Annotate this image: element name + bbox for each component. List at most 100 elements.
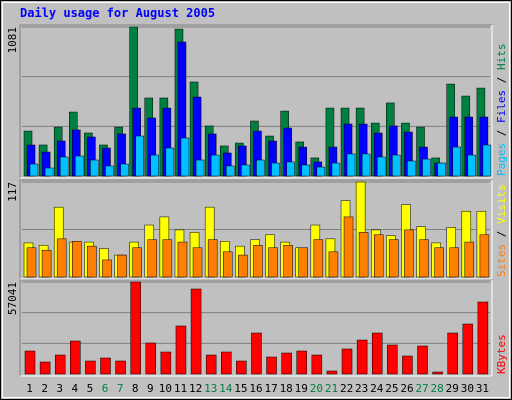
bar (26, 247, 37, 278)
x-tick-label: 13 (204, 382, 217, 395)
bar (286, 161, 295, 177)
bar (452, 146, 461, 177)
bar (238, 254, 248, 278)
bar (373, 234, 384, 278)
x-tick-label: 8 (132, 382, 139, 395)
bar (387, 344, 398, 375)
bar (150, 154, 160, 177)
bar (160, 351, 172, 375)
bar (268, 247, 278, 278)
x-tick-label: 22 (340, 382, 353, 395)
bar (346, 153, 356, 177)
x-tick-label: 9 (147, 382, 154, 395)
x-tick-label: 12 (189, 382, 202, 395)
bar (120, 163, 129, 177)
bar (326, 370, 338, 375)
legend: Sites / Visits (495, 184, 508, 277)
x-tick-label: 28 (431, 382, 444, 395)
x-tick-label: 23 (355, 382, 368, 395)
legend-entry: Pages (495, 143, 508, 176)
y-tick-label: 1081 (6, 27, 19, 54)
bar (90, 159, 99, 177)
bar (404, 229, 414, 278)
bar (298, 247, 308, 278)
bar (24, 350, 36, 375)
bar (311, 354, 323, 375)
legend-entry: Hits (495, 44, 508, 71)
bar (389, 239, 399, 278)
bar (479, 234, 490, 278)
bar (328, 251, 339, 278)
bar (256, 159, 265, 177)
bar (422, 158, 431, 177)
bar (115, 360, 126, 375)
bar (221, 351, 232, 375)
bar (192, 247, 203, 278)
bar (195, 159, 205, 177)
bar (462, 323, 474, 375)
bar (283, 245, 293, 278)
bar (210, 154, 220, 177)
bar (253, 245, 263, 278)
bar (162, 239, 173, 278)
x-tick-label: 2 (41, 382, 48, 395)
bar (241, 164, 250, 177)
bar (419, 239, 429, 278)
x-tick-label: 21 (325, 382, 338, 395)
x-tick-label: 24 (370, 382, 384, 395)
x-tick-label: 19 (295, 382, 308, 395)
bar (85, 360, 96, 375)
bar (301, 164, 310, 177)
bar (371, 332, 383, 375)
bar (477, 301, 489, 375)
bar (361, 153, 371, 177)
x-tick-label: 7 (117, 382, 124, 395)
bar (190, 288, 202, 375)
bar (236, 360, 247, 375)
bar (331, 162, 341, 177)
bar (117, 254, 127, 278)
y-tick-label: 117 (6, 182, 19, 202)
x-tick-label: 17 (264, 382, 277, 395)
bar (56, 238, 67, 278)
chart-title: Daily usage for August 2005 (20, 6, 215, 20)
bar (130, 281, 141, 375)
bar (41, 249, 52, 278)
x-tick-label: 1 (26, 382, 33, 395)
bar (437, 162, 446, 177)
bar (175, 325, 187, 375)
x-tick-label: 27 (415, 382, 428, 395)
bar (266, 356, 277, 375)
x-tick-label: 4 (72, 382, 79, 395)
legend-entry: Files (495, 90, 508, 123)
bar (313, 239, 324, 278)
bar (70, 340, 81, 375)
bar (44, 167, 54, 177)
bar (165, 147, 175, 177)
bar (87, 245, 97, 278)
legend-entry: KBytes (495, 334, 508, 374)
bar (177, 241, 188, 278)
bar (59, 156, 69, 177)
bar (135, 135, 144, 177)
bar (316, 166, 326, 177)
x-tick-label: 14 (219, 382, 233, 395)
bar (341, 348, 353, 375)
legend: Pages / Files / Hits (495, 44, 508, 177)
bar (296, 350, 307, 375)
bar (376, 156, 386, 177)
legend-entry: Sites (495, 244, 508, 277)
bar (271, 162, 280, 177)
x-tick-label: 3 (56, 382, 63, 395)
y-tick-label: 57041 (6, 282, 19, 315)
x-tick-label: 16 (249, 382, 262, 395)
bar (132, 247, 142, 278)
bar (402, 355, 413, 375)
legend-entry: Visits (495, 184, 508, 224)
bar (392, 154, 401, 177)
bar (207, 239, 218, 278)
x-tick-label: 5 (87, 382, 94, 395)
bar (407, 160, 416, 177)
x-tick-label: 10 (159, 382, 172, 395)
